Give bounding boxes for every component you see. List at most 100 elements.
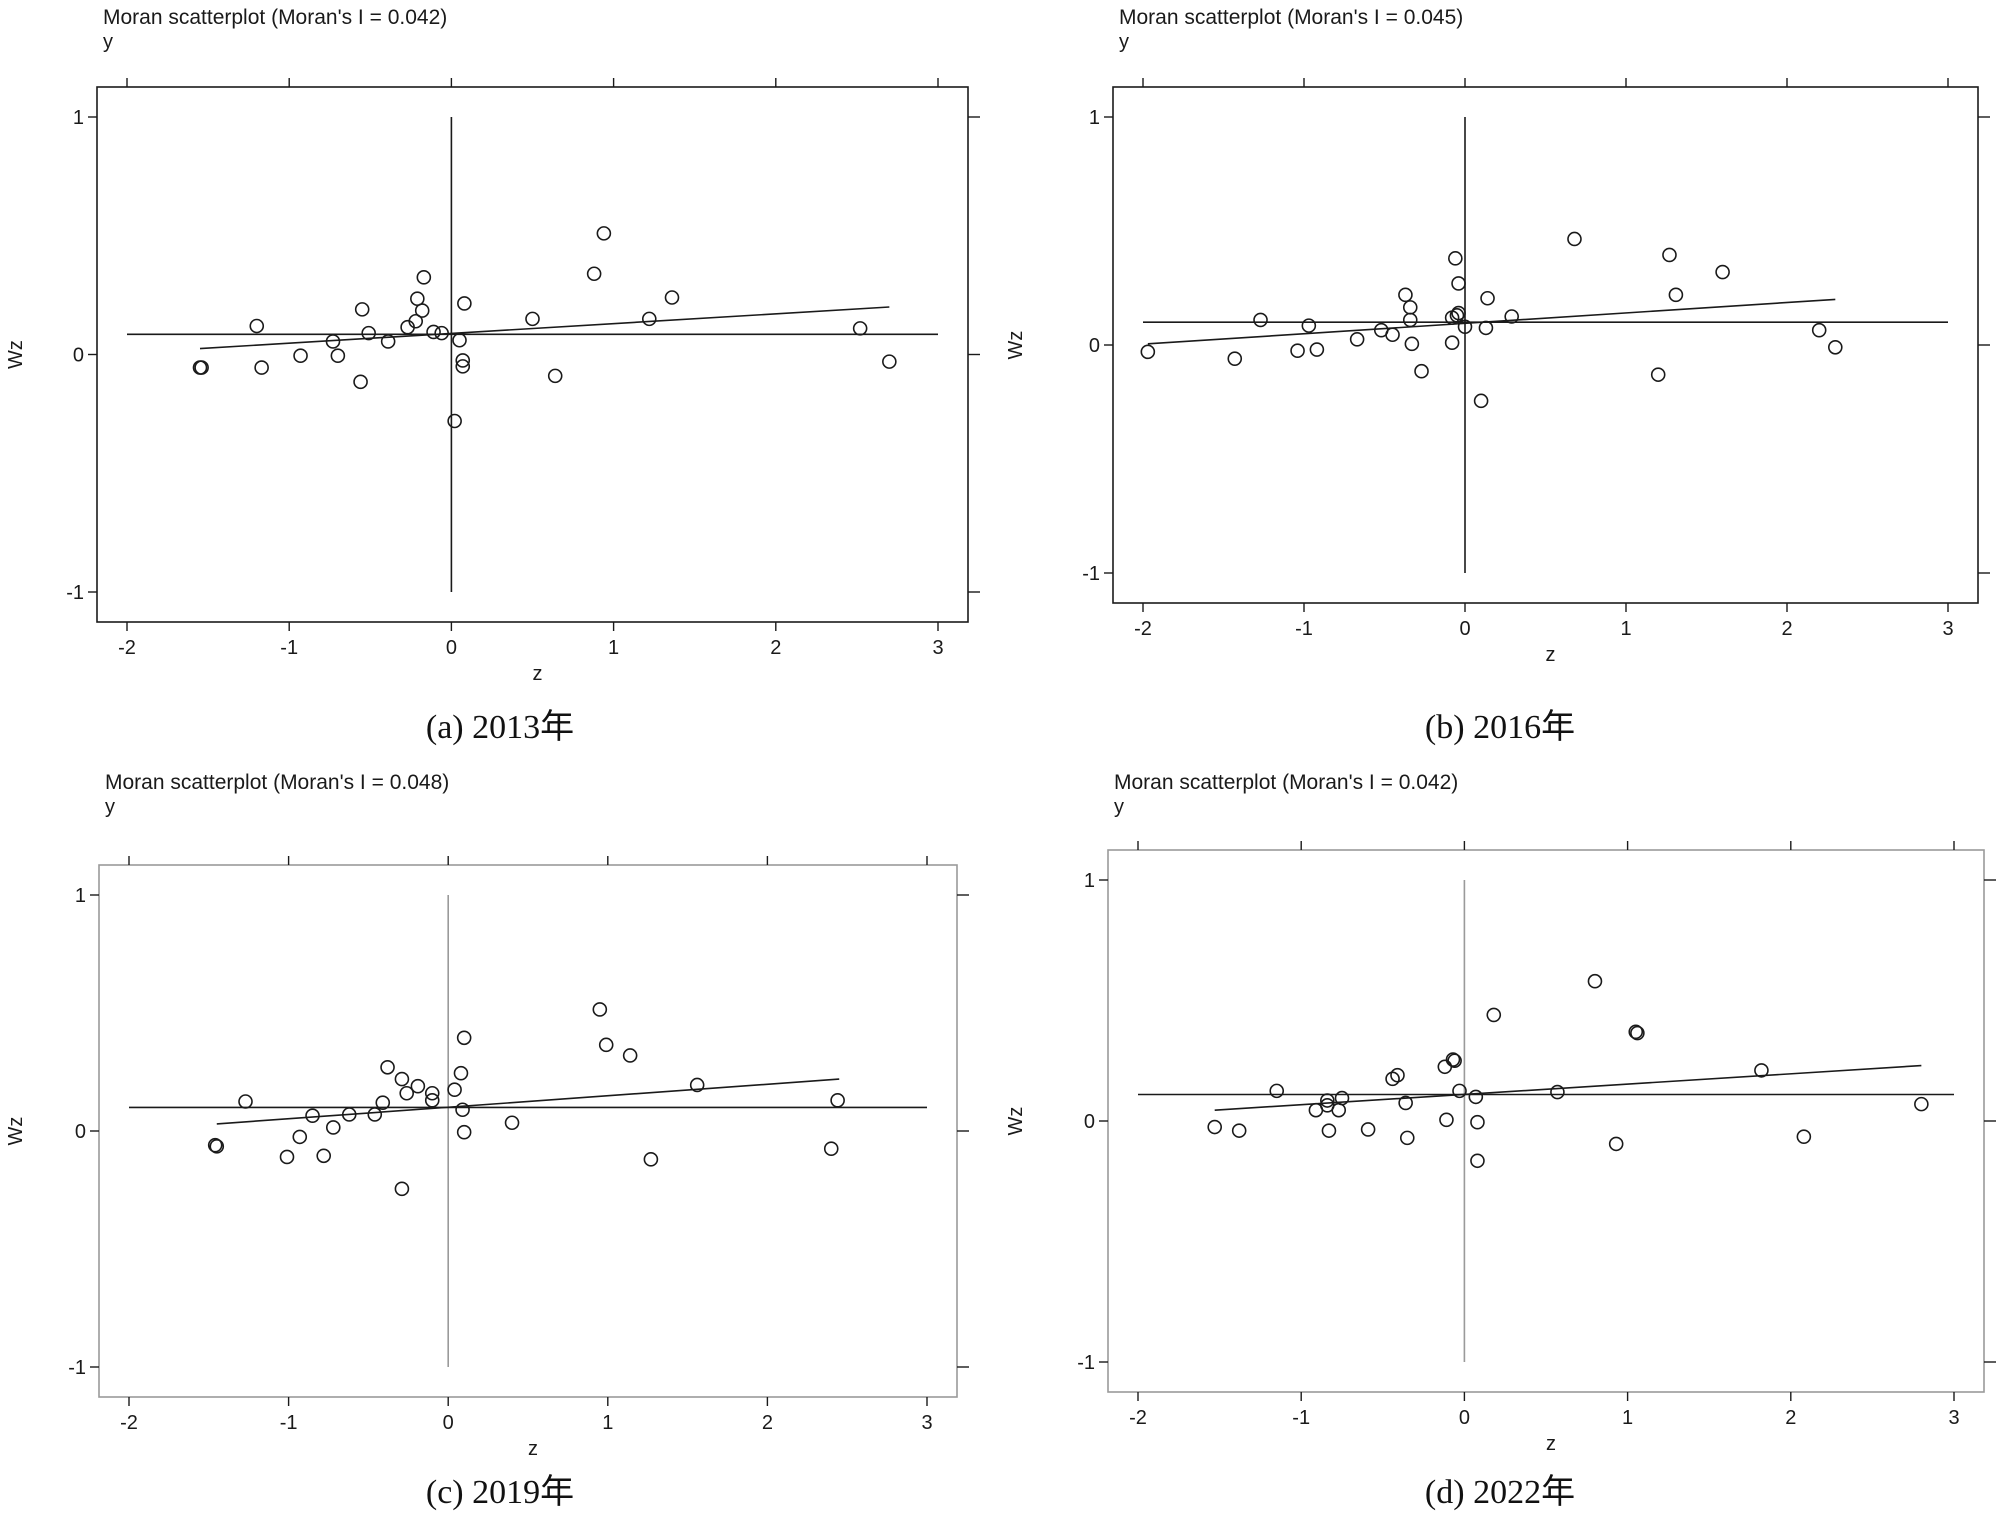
y-tick-label: -1 — [1082, 563, 1100, 585]
x-tick-label: 0 — [1459, 618, 1470, 640]
data-point — [1140, 344, 1156, 360]
y-axis-title: Wz — [1005, 1107, 1027, 1136]
data-point — [1473, 393, 1489, 409]
data-point — [426, 324, 441, 340]
chart-title: Moran scatterplot (Moran's I = 0.048) — [105, 771, 449, 794]
data-point — [1269, 1083, 1285, 1099]
data-point — [414, 303, 430, 318]
data-point — [1448, 251, 1463, 266]
data-point — [596, 226, 612, 241]
x-tick-label: 1 — [1620, 618, 1631, 640]
data-point — [394, 1181, 410, 1197]
fit-line — [199, 306, 890, 350]
scatterplot-svg: Moran scatterplot (Moran's I = 0.045)y -2… — [1005, 6, 1990, 746]
chart-panel-a: Moran scatterplot (Moran's I = 0.042) y -2… — [0, 0, 1000, 765]
data-point — [456, 1030, 472, 1046]
data-point — [1398, 287, 1413, 303]
data-point — [1402, 312, 1418, 328]
data-point — [1811, 322, 1827, 338]
x-tick-label: -1 — [1292, 1407, 1310, 1429]
scatterplot-svg: Moran scatterplot (Moran's I = 0.042)y -2… — [5, 6, 980, 746]
data-point — [1227, 351, 1243, 366]
data-point — [354, 302, 370, 317]
data-point — [525, 311, 540, 327]
top-axis-label: y — [1119, 31, 1129, 53]
data-point — [852, 321, 868, 336]
data-point — [643, 1152, 659, 1167]
data-point — [305, 1108, 320, 1123]
data-point — [194, 360, 209, 375]
x-tick-label: 3 — [932, 637, 943, 659]
data-point — [1715, 264, 1730, 280]
x-tick-label: 3 — [1948, 1407, 1959, 1429]
data-point — [830, 1093, 845, 1108]
data-point — [1444, 335, 1460, 351]
data-point — [416, 270, 432, 285]
x-tick-label: 2 — [1781, 618, 1792, 640]
plot-frame — [96, 86, 969, 623]
x-axis-title: z — [1546, 644, 1556, 666]
data-point — [434, 325, 449, 341]
chart-title: Moran scatterplot (Moran's I = 0.042) — [103, 6, 447, 29]
data-point — [1608, 1136, 1624, 1152]
x-axis-title: z — [1546, 1433, 1556, 1455]
scatterplot-svg: Moran scatterplot (Moran's I = 0.048)y -2… — [5, 771, 969, 1511]
data-point — [1827, 339, 1843, 355]
data-point — [375, 1095, 391, 1110]
data-point — [367, 1107, 383, 1122]
chart-panel-c: Moran scatterplot (Moran's I = 0.048) y -2… — [0, 765, 1000, 1530]
data-point — [238, 1094, 253, 1109]
fit-line — [1147, 298, 1836, 345]
top-axis-label: y — [105, 796, 115, 818]
y-tick-label: 1 — [75, 885, 86, 907]
data-point — [1399, 1130, 1415, 1146]
data-point — [823, 1141, 839, 1157]
data-point — [447, 1082, 462, 1098]
data-point — [207, 1137, 223, 1153]
data-point — [292, 1129, 308, 1145]
data-point — [1470, 1153, 1485, 1169]
data-point — [455, 1102, 470, 1118]
top-axis-label: y — [103, 31, 113, 53]
x-tick-label: 0 — [443, 1412, 454, 1434]
x-tick-label: 1 — [602, 1412, 613, 1434]
chart-title: Moran scatterplot (Moran's I = 0.042) — [1114, 771, 1458, 794]
data-point — [316, 1148, 332, 1164]
top-axis-label: y — [1114, 796, 1124, 818]
data-point — [598, 1037, 614, 1053]
data-point — [1449, 308, 1465, 323]
data-point — [1452, 1083, 1467, 1099]
data-point — [1437, 1059, 1453, 1075]
data-point — [1796, 1129, 1812, 1144]
data-point — [353, 374, 368, 390]
data-point — [1390, 1067, 1405, 1083]
y-tick-label: 0 — [75, 1121, 86, 1143]
data-point — [664, 290, 680, 305]
data-point — [1320, 1093, 1335, 1108]
x-tick-label: 3 — [921, 1412, 932, 1434]
data-point — [1486, 1007, 1502, 1023]
data-point — [293, 348, 308, 363]
chart-panel-d: Moran scatterplot (Moran's I = 0.042) y -2… — [1000, 765, 2000, 1530]
data-point — [447, 413, 462, 429]
y-tick-label: -1 — [66, 582, 84, 604]
data-point — [380, 1059, 395, 1075]
data-point — [1334, 1090, 1350, 1106]
y-tick-label: 0 — [1089, 335, 1100, 357]
data-point — [622, 1048, 638, 1063]
data-point — [1402, 300, 1418, 315]
data-point — [1668, 287, 1684, 303]
data-point — [586, 266, 602, 282]
data-point — [882, 354, 897, 369]
data-point — [1414, 363, 1429, 379]
data-point — [1630, 1025, 1645, 1041]
y-tick-label: -1 — [68, 1357, 86, 1379]
data-point — [1309, 342, 1325, 357]
plot-frame — [1112, 86, 1979, 604]
fit-line — [216, 1078, 840, 1125]
data-point — [1404, 336, 1420, 352]
data-point — [592, 1002, 608, 1017]
data-point — [1480, 290, 1495, 306]
x-tick-label: -1 — [280, 637, 298, 659]
x-tick-label: 0 — [446, 637, 457, 659]
